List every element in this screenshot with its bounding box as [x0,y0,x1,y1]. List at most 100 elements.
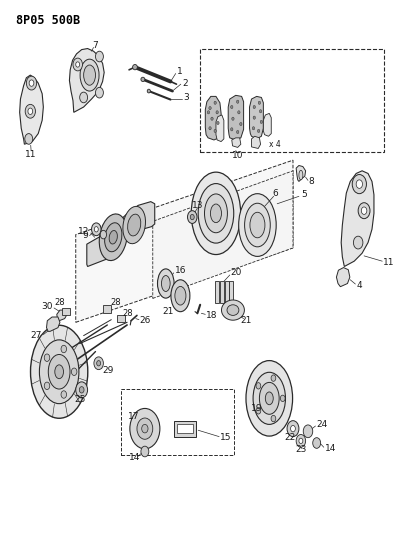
Polygon shape [263,114,271,136]
Circle shape [25,104,35,118]
Polygon shape [250,96,263,139]
Circle shape [207,111,210,114]
Text: 6: 6 [272,189,278,198]
Text: 17: 17 [128,412,140,421]
Text: 4: 4 [356,280,362,289]
Ellipse shape [227,305,239,316]
Circle shape [240,123,242,126]
Circle shape [76,62,80,67]
Circle shape [94,227,98,232]
Ellipse shape [211,204,222,223]
Ellipse shape [147,89,150,93]
Circle shape [44,382,50,390]
Circle shape [252,127,255,130]
Circle shape [287,421,299,437]
Circle shape [280,395,285,401]
Circle shape [303,425,313,438]
Circle shape [94,357,103,369]
Circle shape [296,434,306,447]
Text: 21: 21 [241,316,252,325]
Circle shape [211,117,213,120]
Circle shape [258,130,260,133]
Circle shape [71,368,77,375]
Ellipse shape [141,77,145,82]
Polygon shape [336,268,350,287]
Text: 7: 7 [93,41,98,50]
Polygon shape [69,49,104,112]
Text: 10: 10 [232,151,244,160]
Bar [220,281,224,303]
Polygon shape [57,310,67,321]
Text: 30: 30 [41,302,53,311]
Circle shape [214,101,217,104]
Circle shape [236,131,239,134]
Ellipse shape [299,170,303,180]
Circle shape [291,425,295,432]
Text: 5: 5 [301,190,306,199]
Text: 1: 1 [177,68,183,76]
Text: 21: 21 [162,306,174,316]
Circle shape [256,383,261,389]
Circle shape [216,111,219,114]
Text: 19: 19 [251,405,262,414]
Circle shape [96,87,103,98]
Circle shape [361,207,367,214]
Circle shape [253,106,256,109]
Text: 9: 9 [83,231,88,240]
Polygon shape [20,75,43,144]
Circle shape [187,211,197,223]
Circle shape [73,58,82,71]
Ellipse shape [253,372,285,424]
Text: 28: 28 [123,309,133,318]
Bar [117,315,125,322]
Circle shape [28,108,33,115]
Circle shape [256,408,261,414]
Circle shape [238,111,240,114]
Circle shape [142,424,148,433]
Circle shape [253,116,256,119]
Ellipse shape [162,276,170,292]
Circle shape [232,117,234,120]
Circle shape [130,408,160,449]
Text: 28: 28 [110,298,121,307]
Text: 23: 23 [295,446,306,455]
Ellipse shape [245,203,270,247]
Bar [229,281,233,303]
Text: 28: 28 [55,298,65,307]
Bar [177,424,193,433]
Circle shape [26,76,37,90]
Polygon shape [76,160,293,322]
Ellipse shape [191,172,241,255]
Text: 29: 29 [103,366,114,375]
Text: 12: 12 [78,228,90,237]
Circle shape [137,418,153,439]
Text: 11: 11 [25,150,37,159]
Text: 2: 2 [182,78,188,87]
Circle shape [141,446,149,457]
Polygon shape [87,201,155,266]
Ellipse shape [123,206,146,244]
Circle shape [61,345,66,353]
Circle shape [29,80,34,86]
Ellipse shape [80,59,99,91]
Text: 22: 22 [284,433,295,442]
Circle shape [259,110,262,113]
Ellipse shape [205,194,227,233]
Polygon shape [341,171,374,266]
Circle shape [96,51,103,62]
Ellipse shape [55,365,64,378]
Polygon shape [205,96,221,140]
Circle shape [97,361,101,366]
Circle shape [258,101,261,104]
Polygon shape [232,138,241,148]
Circle shape [358,203,370,219]
Circle shape [190,214,194,220]
Text: 11: 11 [383,258,394,266]
Text: 16: 16 [174,266,186,275]
Circle shape [260,120,263,124]
Bar [224,281,228,303]
Circle shape [356,180,363,188]
Text: 15: 15 [220,433,231,442]
Ellipse shape [133,64,137,70]
Circle shape [214,130,217,133]
